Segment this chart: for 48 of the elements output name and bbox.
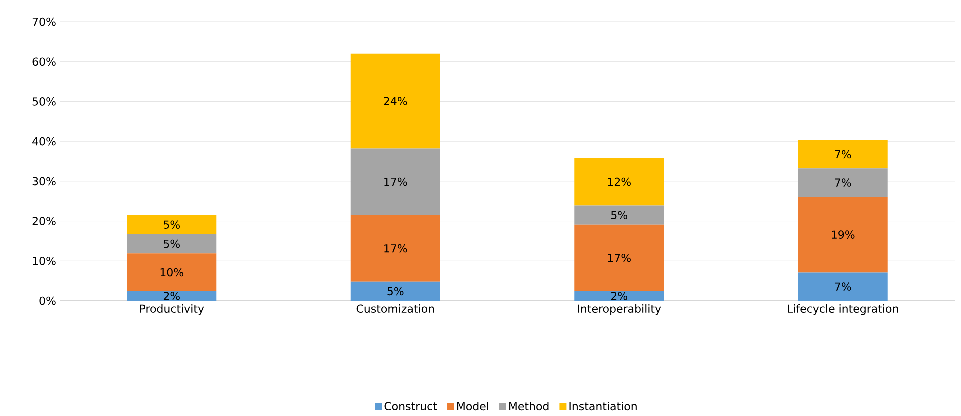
legend-label: Method: [510, 402, 549, 411]
bar: [798, 197, 888, 273]
data-label: 24%: [384, 97, 408, 106]
data-label: 5%: [164, 220, 180, 230]
data-label: 5%: [611, 211, 628, 220]
y-tick-label: 60%: [32, 58, 56, 66]
data-label: 19%: [832, 230, 855, 240]
data-label: 2%: [164, 292, 180, 300]
data-label: 17%: [384, 244, 408, 253]
data-label: 2%: [611, 292, 628, 300]
data-label: 5%: [388, 287, 404, 296]
y-tick-label: 50%: [32, 98, 56, 106]
bar: [798, 140, 888, 169]
bar: [127, 291, 217, 302]
y-tick-label: 70%: [32, 18, 56, 26]
legend-label: Model: [458, 402, 488, 411]
legend-label: Instantiation: [570, 402, 637, 411]
bar: [798, 272, 888, 302]
bar: [127, 254, 217, 292]
x-tick-label: Interoperability: [578, 304, 662, 316]
bar: [127, 234, 217, 254]
bar: [574, 206, 664, 225]
data-label: 7%: [835, 178, 852, 188]
data-label: 12%: [608, 178, 631, 186]
data-label: 7%: [835, 150, 852, 159]
x-tick-label: Productivity: [140, 304, 204, 316]
y-tick-label: 20%: [32, 217, 56, 226]
x-tick-label: Lifecycle integration: [788, 304, 898, 316]
bar: [574, 224, 664, 292]
legend-label: Construct: [384, 402, 438, 411]
bar: [127, 215, 217, 234]
y-tick-label: 0%: [40, 296, 56, 306]
data-label: 17%: [384, 178, 408, 186]
bar: [350, 54, 440, 149]
data-label: 7%: [835, 282, 852, 292]
bar: [574, 291, 664, 302]
bar: [798, 168, 888, 198]
y-tick-label: 30%: [32, 177, 56, 186]
bar: [350, 215, 440, 282]
y-tick-label: 40%: [32, 137, 56, 146]
bar: [574, 158, 664, 206]
y-tick-label: 10%: [33, 257, 56, 266]
data-label: 5%: [164, 240, 180, 248]
bar: [350, 282, 440, 302]
x-tick-label: Customization: [356, 304, 434, 314]
bar: [350, 148, 440, 216]
data-label: 17%: [608, 254, 631, 262]
data-label: 10%: [160, 268, 184, 277]
